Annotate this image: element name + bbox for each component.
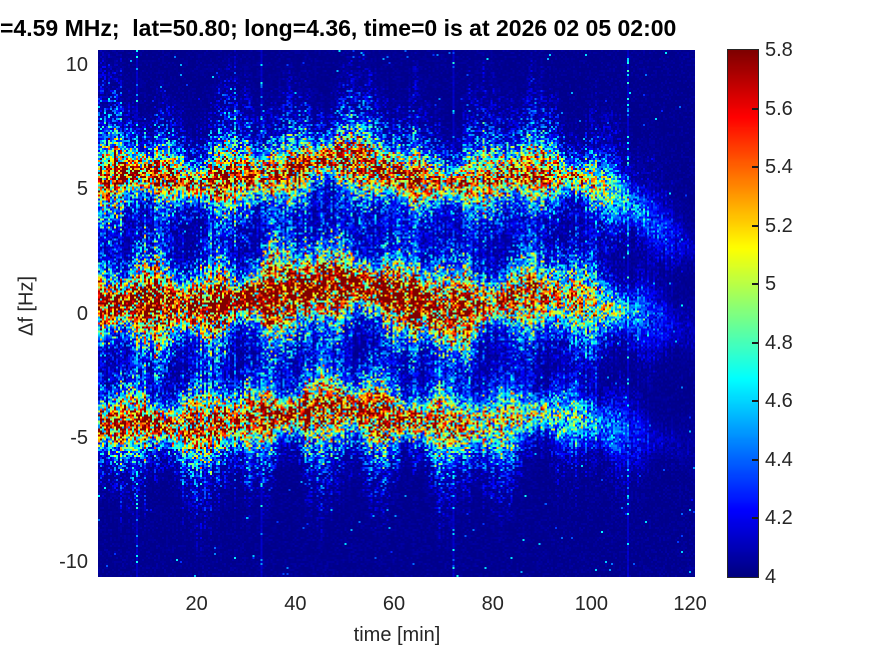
colorbar-tick-label: 4 [765,566,777,588]
colorbar-tick-mark [752,517,758,520]
colorbar-gradient [727,49,759,578]
colorbar-tick-mark [752,458,758,461]
colorbar-tick-mark [752,166,758,169]
y-tick-label: -10 [59,551,88,574]
colorbar-tick-label: 4.2 [765,507,793,530]
x-tick-label: 80 [481,593,504,615]
spectrogram-heatmap [98,50,695,577]
x-tick-label: 20 [185,593,208,615]
x-tick-label: 100 [574,593,609,615]
colorbar-tick-label: 5.2 [765,214,793,237]
colorbar-tick-label: 4.4 [765,448,793,471]
colorbar-tick-label: 5.6 [765,97,793,120]
x-tick-label: 40 [284,593,307,615]
x-axis-label: time [min] [353,624,441,646]
colorbar-tick-mark [752,224,758,227]
x-tick-label: 60 [382,593,406,615]
colorbar-tick-label: 5.8 [765,39,793,61]
colorbar-tick-label: 4.8 [765,331,793,354]
y-tick-label: 0 [76,302,88,325]
colorbar-tick-label: 5.4 [765,156,793,179]
plot-title: =4.59 MHz; lat=50.80; long=4.36, time=0 … [0,15,677,41]
y-tick-label: 10 [65,53,88,76]
y-tick-label: -5 [70,426,88,449]
colorbar-tick-mark [752,283,758,286]
colorbar-tick-label: 5 [765,273,777,296]
colorbar-tick-mark [752,400,758,403]
colorbar-tick-mark [752,107,758,110]
colorbar-tick-mark [752,341,758,344]
colorbar-tick-label: 4.6 [765,390,793,413]
y-tick-label: 5 [76,178,88,201]
x-tick-label: 120 [673,593,707,615]
